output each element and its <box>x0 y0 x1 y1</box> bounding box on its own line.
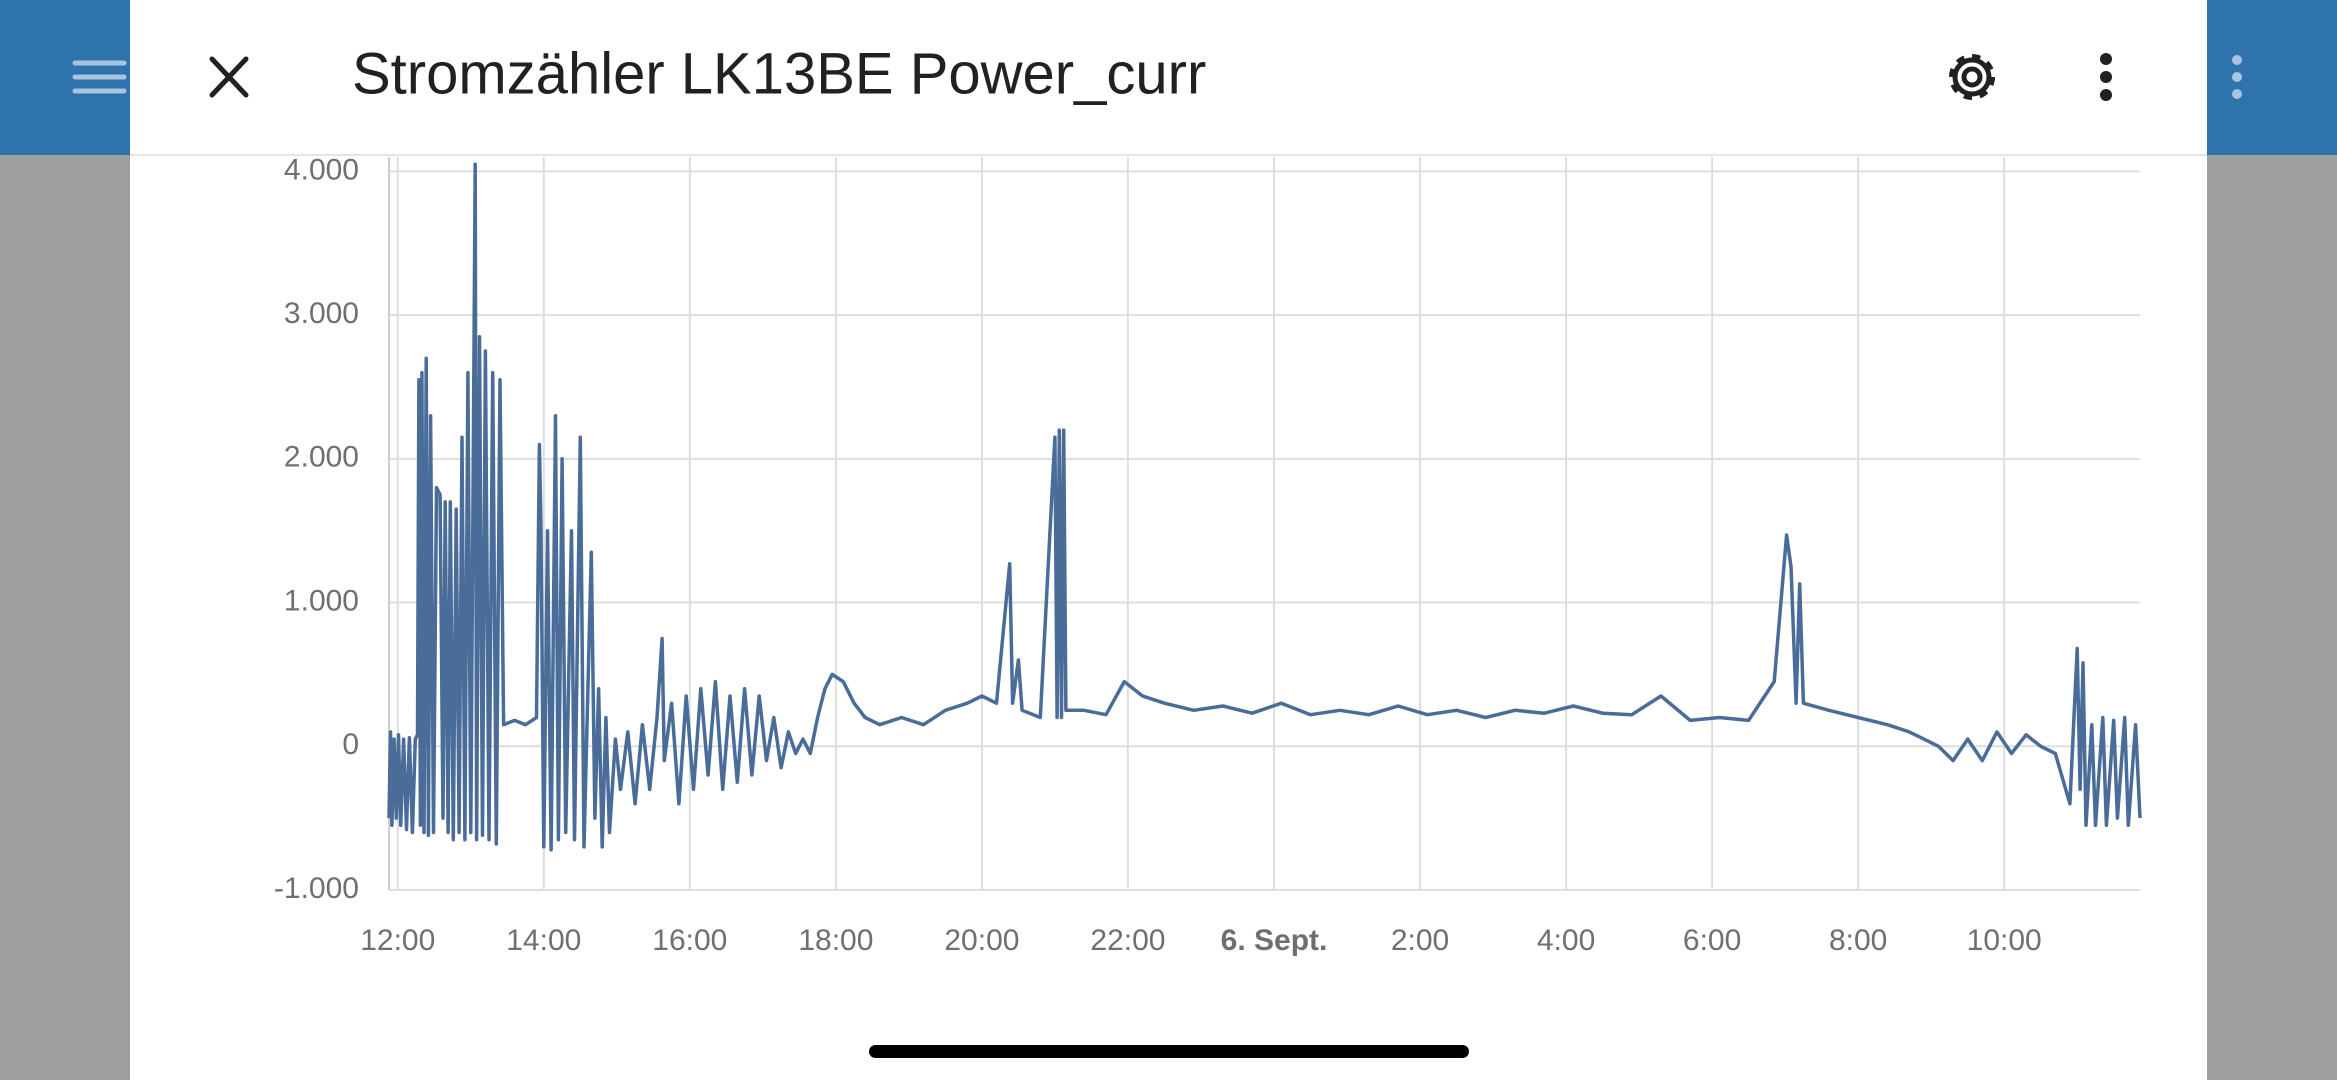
x-tick-label: 6. Sept. <box>1221 924 1328 957</box>
settings-button[interactable] <box>1949 54 1995 100</box>
x-tick-label: 10:00 <box>1967 924 2042 957</box>
x-tick-label: 20:00 <box>944 924 1019 957</box>
dialog-title: Stromzähler LK13BE Power_curr <box>352 41 1206 106</box>
x-tick-label: 18:00 <box>798 924 873 957</box>
x-tick-label: 16:00 <box>652 924 727 957</box>
chart: -1.000 0 1.000 2.000 3.000 4.000 12:00 14:00 16:… <box>274 153 2142 957</box>
x-tick-label: 2:00 <box>1391 924 1449 957</box>
x-tick-label: 6:00 <box>1683 924 1741 957</box>
close-button[interactable] <box>209 56 249 98</box>
overflow-button[interactable] <box>2100 53 2112 101</box>
x-tick-label: 12:00 <box>360 924 435 957</box>
y-tick-label: 0 <box>342 728 359 761</box>
y-tick-label: 3.000 <box>284 297 359 330</box>
app-overflow-icon[interactable] <box>2232 55 2242 99</box>
x-tick-label: 4:00 <box>1537 924 1595 957</box>
x-tick-label: 8:00 <box>1829 924 1887 957</box>
home-indicator <box>869 1045 1469 1058</box>
y-tick-label: 1.000 <box>284 584 359 617</box>
y-tick-label: -1.000 <box>274 872 359 905</box>
x-tick-label: 14:00 <box>506 924 581 957</box>
data-line <box>387 162 2142 852</box>
x-tick-label: 22:00 <box>1090 924 1165 957</box>
menu-icon[interactable] <box>72 60 127 94</box>
app-bar-right <box>2207 0 2337 155</box>
y-tick-label: 2.000 <box>284 441 359 474</box>
y-tick-label: 4.000 <box>284 153 359 186</box>
